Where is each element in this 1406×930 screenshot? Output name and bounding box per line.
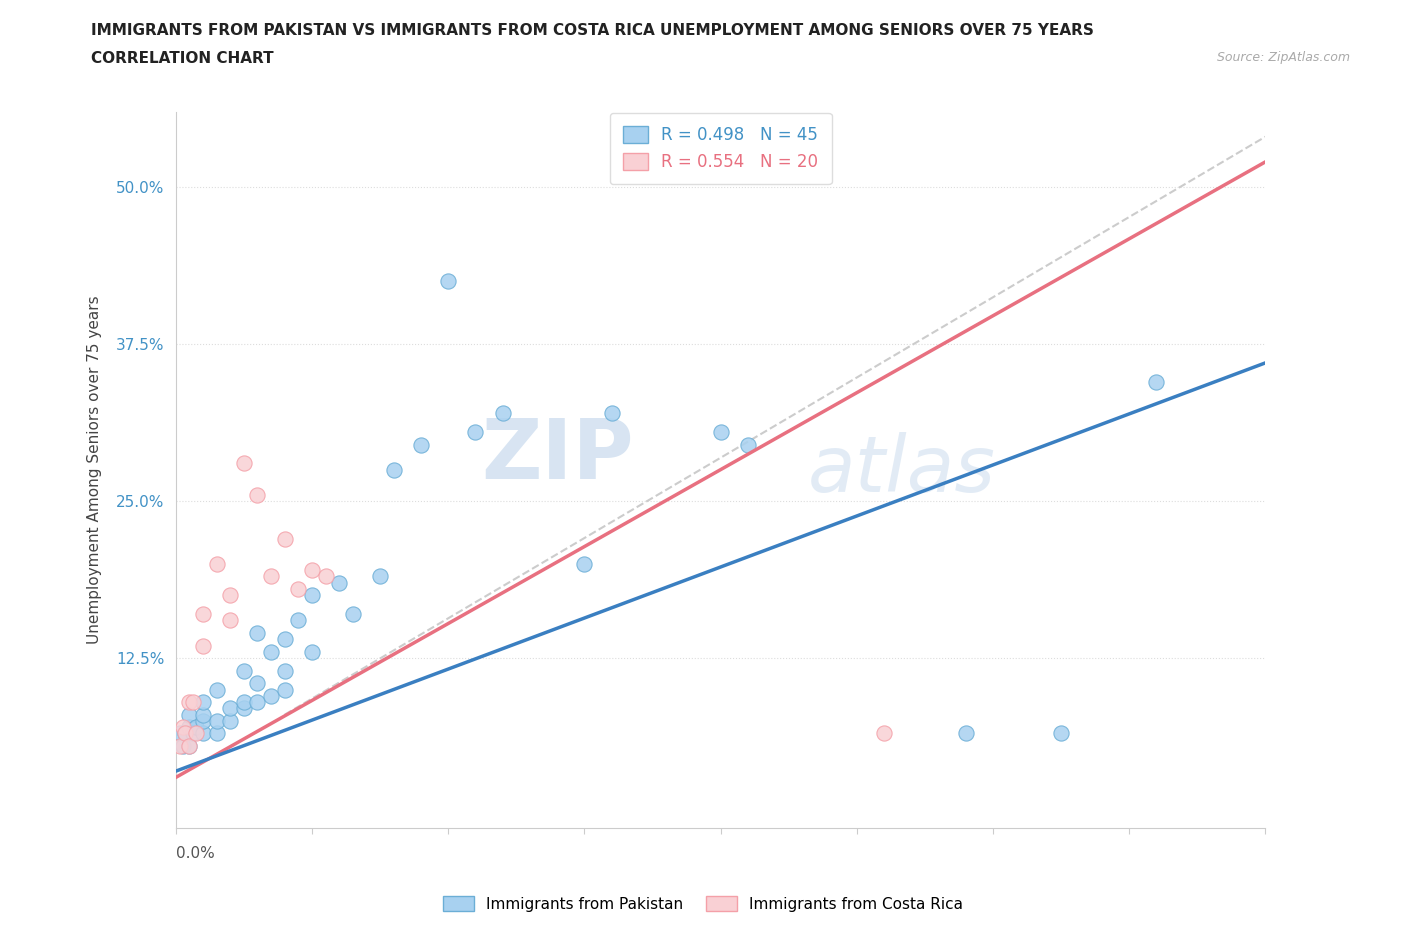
Text: CORRELATION CHART: CORRELATION CHART <box>91 51 274 66</box>
Point <box>186 726 208 741</box>
Point <box>179 738 201 753</box>
Text: IMMIGRANTS FROM PAKISTAN VS IMMIGRANTS FROM COSTA RICA UNEMPLOYMENT AMONG SENIOR: IMMIGRANTS FROM PAKISTAN VS IMMIGRANTS F… <box>91 23 1094 38</box>
Point <box>274 663 297 678</box>
Y-axis label: Unemployment Among Seniors over 75 years: Unemployment Among Seniors over 75 years <box>87 296 103 644</box>
Point <box>191 713 214 728</box>
Point <box>873 726 896 741</box>
Point <box>1144 374 1167 389</box>
Point <box>368 569 391 584</box>
Point <box>191 707 214 722</box>
Point <box>737 437 759 452</box>
Point <box>179 707 201 722</box>
Point <box>179 720 201 735</box>
Point <box>382 462 405 477</box>
Point <box>219 613 242 628</box>
Point <box>232 701 254 716</box>
Point <box>205 713 228 728</box>
Point <box>246 487 269 502</box>
Point <box>246 676 269 691</box>
Point <box>183 695 205 710</box>
Point <box>260 688 283 703</box>
Text: Source: ZipAtlas.com: Source: ZipAtlas.com <box>1216 51 1350 64</box>
Point <box>191 695 214 710</box>
Point <box>464 424 486 439</box>
Point <box>246 695 269 710</box>
Point <box>191 726 214 741</box>
Point <box>174 726 197 741</box>
Point <box>205 726 228 741</box>
Point <box>274 631 297 646</box>
Point <box>205 682 228 697</box>
Point <box>179 738 201 753</box>
Text: atlas: atlas <box>807 432 995 508</box>
Point <box>1050 726 1073 741</box>
Point <box>600 405 623 420</box>
Point <box>274 682 297 697</box>
Point <box>232 663 254 678</box>
Text: 0.0%: 0.0% <box>176 845 215 860</box>
Point <box>574 556 596 571</box>
Point <box>328 576 350 591</box>
Point <box>172 720 194 735</box>
Legend: R = 0.498   N = 45, R = 0.554   N = 20: R = 0.498 N = 45, R = 0.554 N = 20 <box>610 113 831 184</box>
Point <box>315 569 337 584</box>
Point <box>301 644 323 659</box>
Point <box>955 726 977 741</box>
Point <box>169 726 191 741</box>
Point <box>174 726 197 741</box>
Point <box>342 606 364 621</box>
Point <box>191 606 214 621</box>
Point <box>183 726 205 741</box>
Point <box>492 405 515 420</box>
Point <box>232 456 254 471</box>
Point <box>246 626 269 641</box>
Point <box>301 563 323 578</box>
Point <box>710 424 733 439</box>
Point <box>301 588 323 603</box>
Point <box>219 713 242 728</box>
Point <box>191 638 214 653</box>
Point <box>172 738 194 753</box>
Point <box>205 556 228 571</box>
Point <box>287 581 309 596</box>
Point <box>179 695 201 710</box>
Point <box>186 720 208 735</box>
Point <box>437 273 460 288</box>
Point <box>409 437 432 452</box>
Point <box>219 588 242 603</box>
Point <box>274 531 297 546</box>
Point <box>260 569 283 584</box>
Text: ZIP: ZIP <box>481 415 633 496</box>
Point <box>169 738 191 753</box>
Point <box>219 701 242 716</box>
Point <box>287 613 309 628</box>
Point <box>260 644 283 659</box>
Legend: Immigrants from Pakistan, Immigrants from Costa Rica: Immigrants from Pakistan, Immigrants fro… <box>437 890 969 918</box>
Point <box>232 695 254 710</box>
